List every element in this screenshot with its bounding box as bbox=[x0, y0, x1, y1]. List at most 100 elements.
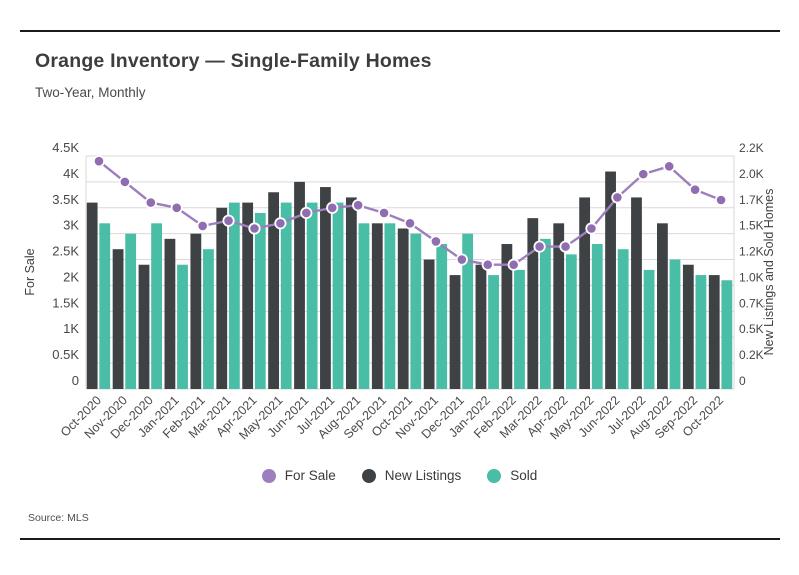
left-axis-tick: 3.5K bbox=[52, 192, 79, 207]
sold-bar bbox=[669, 259, 681, 389]
new-listings-bar bbox=[86, 202, 98, 389]
legend-item-new-listings: New Listings bbox=[361, 468, 462, 483]
new-listings-bar bbox=[320, 187, 331, 389]
sold-bar bbox=[721, 280, 733, 389]
legend-label: Sold bbox=[510, 468, 538, 483]
new-listings-bar bbox=[190, 233, 202, 389]
for-sale-marker bbox=[144, 196, 157, 209]
new-listings-bar bbox=[242, 202, 254, 389]
for-sale-marker bbox=[170, 201, 183, 214]
right-axis-tick: 1.7K bbox=[739, 193, 764, 207]
right-axis-tick: 0.2K bbox=[739, 348, 764, 362]
new-listings-bar bbox=[294, 181, 305, 389]
new-listings-bar bbox=[501, 244, 513, 389]
sold-bar bbox=[591, 244, 603, 389]
sold-dot-icon bbox=[487, 468, 502, 483]
for-sale-marker bbox=[689, 183, 702, 196]
for-sale-marker bbox=[274, 217, 287, 230]
for-sale-marker bbox=[403, 217, 417, 230]
sold-bar bbox=[254, 212, 266, 389]
right-axis-title: New Listings and Sold Homes bbox=[762, 189, 776, 356]
for-sale-dot-icon bbox=[261, 468, 276, 483]
for-sale-marker bbox=[326, 201, 339, 214]
source-note: Source: MLS bbox=[28, 512, 89, 524]
sold-bar bbox=[643, 269, 655, 389]
for-sale-marker bbox=[248, 222, 261, 235]
right-axis-tick: 2.0K bbox=[739, 167, 764, 181]
sold-bar bbox=[384, 223, 396, 389]
left-axis-tick: 2K bbox=[63, 269, 79, 284]
new-listings-bar bbox=[449, 275, 461, 389]
sold-bar bbox=[462, 233, 474, 389]
sold-bar bbox=[617, 249, 629, 389]
left-axis-tick: 1K bbox=[63, 321, 79, 336]
new-listings-bar bbox=[605, 171, 616, 389]
sold-bar bbox=[99, 223, 111, 389]
sold-bar bbox=[514, 269, 525, 389]
for-sale-marker bbox=[663, 160, 676, 173]
new-listings-dot-icon bbox=[361, 468, 376, 483]
for-sale-marker bbox=[352, 199, 365, 212]
left-axis-tick: 3K bbox=[63, 218, 79, 233]
legend-label: For Sale bbox=[284, 468, 336, 483]
for-sale-marker bbox=[300, 206, 313, 220]
new-listings-bar bbox=[682, 264, 694, 389]
right-axis-tick: 1.2K bbox=[739, 245, 764, 259]
sold-bar bbox=[565, 254, 577, 389]
sold-bar bbox=[540, 238, 551, 389]
new-listings-bar bbox=[475, 264, 487, 389]
sold-bar bbox=[358, 223, 370, 389]
for-sale-marker bbox=[429, 235, 443, 248]
new-listings-bar bbox=[553, 223, 565, 389]
chart-area: 0 0 0.5K 0.2K 1K 0.5K 1.5K 0.7K 2K 1.0K 2.5K 1.2K 3K… bbox=[20, 114, 782, 466]
left-axis-tick: 0.5K bbox=[52, 347, 79, 362]
for-sale-marker bbox=[222, 214, 235, 227]
new-listings-bar bbox=[268, 192, 279, 389]
legend-item-for-sale: For Sale bbox=[261, 468, 336, 483]
sold-bar bbox=[151, 223, 162, 389]
left-axis-tick: 4.5K bbox=[52, 140, 79, 155]
new-listings-bar bbox=[579, 197, 591, 389]
sold-bar bbox=[410, 233, 422, 389]
left-axis-tick: 1.5K bbox=[52, 295, 79, 310]
right-axis-tick: 0.7K bbox=[739, 296, 764, 310]
new-listings-bar bbox=[397, 228, 409, 389]
new-listings-bar bbox=[138, 264, 150, 389]
for-sale-marker bbox=[559, 240, 572, 253]
for-sale-marker bbox=[455, 253, 468, 266]
sold-bar bbox=[203, 249, 214, 389]
left-axis-tick: 2.5K bbox=[52, 244, 79, 259]
new-listings-bar bbox=[527, 218, 539, 389]
sold-bar bbox=[125, 233, 137, 389]
chart-subtitle: Two-Year, Monthly bbox=[35, 85, 146, 100]
new-listings-bar bbox=[708, 275, 720, 389]
sold-bar bbox=[436, 244, 448, 389]
for-sale-marker bbox=[585, 222, 598, 235]
for-sale-marker bbox=[637, 168, 650, 181]
for-sale-marker bbox=[481, 258, 494, 271]
left-axis-tick: 0 bbox=[72, 373, 79, 388]
new-listings-bar bbox=[371, 223, 383, 389]
chart-title: Orange Inventory — Single-Family Homes bbox=[35, 50, 432, 72]
new-listings-bar bbox=[657, 223, 668, 389]
new-listings-bar bbox=[631, 197, 642, 389]
sold-bar bbox=[695, 275, 707, 389]
right-axis-tick: 1.0K bbox=[739, 270, 764, 284]
new-listings-bar bbox=[423, 259, 435, 389]
legend-label: New Listings bbox=[384, 468, 462, 483]
bottom-rule bbox=[20, 538, 780, 540]
for-sale-marker bbox=[377, 206, 391, 220]
sold-bar bbox=[280, 202, 292, 389]
sold-bar bbox=[306, 202, 318, 389]
for-sale-marker bbox=[533, 240, 546, 253]
for-sale-marker bbox=[611, 191, 624, 204]
right-axis-tick: 1.5K bbox=[739, 219, 764, 233]
new-listings-bar bbox=[345, 197, 357, 389]
for-sale-marker bbox=[507, 258, 520, 271]
for-sale-marker bbox=[196, 219, 209, 233]
for-sale-marker bbox=[714, 193, 728, 207]
left-axis-tick: 4K bbox=[63, 166, 79, 181]
inventory-combo-chart: 0 0 0.5K 0.2K 1K 0.5K 1.5K 0.7K 2K 1.0K 2.5K 1.2K 3K… bbox=[23, 140, 776, 442]
for-sale-marker bbox=[92, 155, 106, 168]
new-listings-bar bbox=[112, 249, 124, 389]
